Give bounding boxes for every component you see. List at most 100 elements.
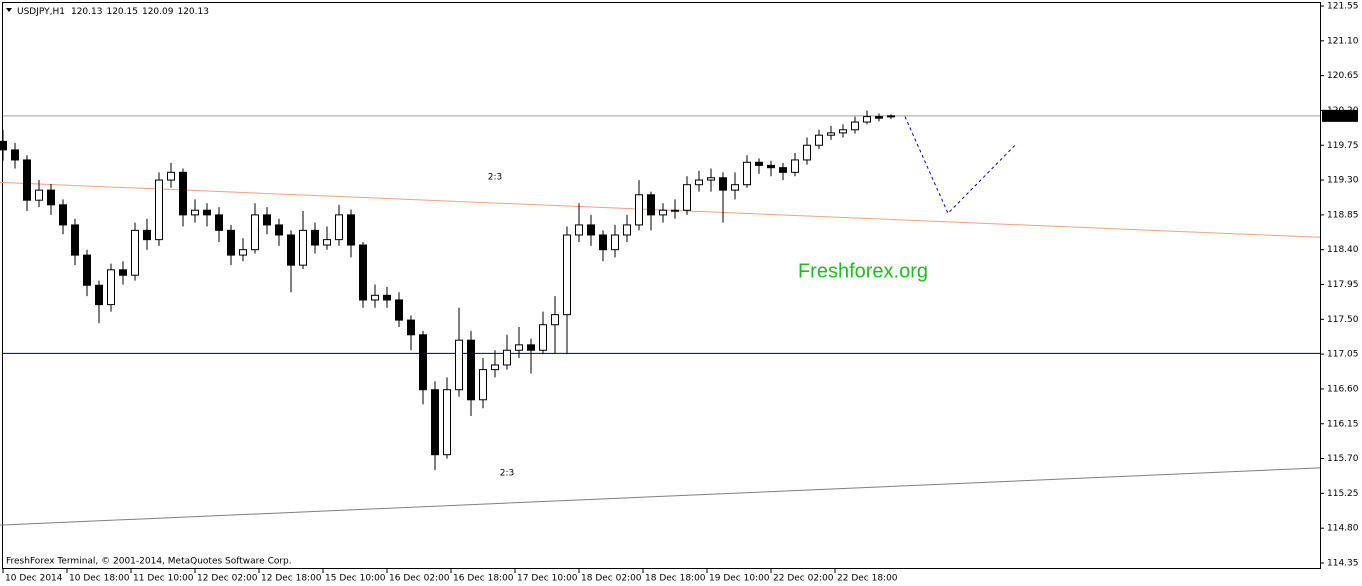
candle-body [671,209,679,212]
candle-body [491,364,499,371]
candle-body [395,299,403,321]
x-tick-label: 10 Dec 2014 [5,574,63,584]
candle-body [155,179,163,241]
y-tick-label: 115.70 [1327,454,1359,464]
candle-body [479,369,487,401]
candle-body [131,229,139,276]
candle-body [875,116,883,119]
plot-frame [2,2,1321,569]
candle-body [551,314,559,326]
candle-body [275,224,283,236]
candle-body [755,161,763,166]
x-tick-label: 18 Dec 18:00 [645,574,706,584]
ohlc-high: 120.15 [106,7,138,17]
candle-body [767,164,775,169]
candle-body [443,389,451,456]
candle-body [11,149,19,161]
candle-body [515,344,523,351]
x-tick-label: 18 Dec 02:00 [581,574,642,584]
candle-body [527,344,535,351]
y-tick-label: 117.05 [1327,350,1359,360]
x-tick-label: 12 Dec 02:00 [197,574,258,584]
y-tick-label: 114.35 [1327,559,1359,569]
candle-body [431,389,439,456]
candle-body [251,214,259,251]
candle-body [791,159,799,173]
x-tick-label: 11 Dec 10:00 [133,574,194,584]
candle-body [71,224,79,256]
y-tick-label: 114.80 [1327,524,1359,534]
candle-body [311,229,319,246]
y-tick-label: 121.10 [1327,36,1359,46]
candle-body [503,349,511,366]
candle-body [83,254,91,286]
menu-arrow[interactable] [6,8,12,12]
candle-body [803,144,811,161]
candle-body [827,132,835,136]
candle-body [815,134,823,146]
candle-body [407,319,415,336]
candle-body [647,194,655,216]
candle-body [467,339,475,401]
y-tick-label: 117.50 [1327,315,1359,325]
y-tick-label: 118.85 [1327,210,1359,220]
x-tick-label: 12 Dec 18:00 [261,574,322,584]
annotation: 2:3 [488,173,502,183]
candle-body [23,159,31,201]
candle-body [659,209,667,216]
candle-body [191,209,199,216]
x-tick-label: 16 Dec 18:00 [453,574,514,584]
candle-body [779,167,787,173]
candle-body [263,214,271,226]
y-tick-label: 117.95 [1327,280,1359,290]
trend-line [904,116,1016,215]
x-tick-label: 22 Dec 02:00 [773,574,834,584]
candle-body [695,179,703,186]
y-tick-label: 116.15 [1327,419,1359,429]
candle-body [575,224,583,236]
y-tick-label: 120.65 [1327,71,1359,81]
candle-body [0,140,7,151]
price-label: 120.13 [1325,111,1357,121]
ohlc-open: 120.13 [71,7,103,17]
x-tick-label: 17 Dec 10:00 [517,574,578,584]
annotation: 2:3 [500,469,514,479]
candle-body [215,214,223,231]
candle-body [59,204,67,226]
symbol: USDJPY,H1 [17,7,65,17]
candle-body [287,234,295,266]
candle-body [839,129,847,134]
candle-body [623,224,631,236]
ohlc-close: 120.13 [177,7,209,17]
candle-body [719,177,727,191]
candle-body [419,334,427,391]
x-tick-label: 15 Dec 10:00 [325,574,386,584]
candle-body [863,116,871,123]
candle-body [539,324,547,351]
chart-header: USDJPY,H1 120.13 120.15 120.09 120.13 [17,7,209,17]
candle-body [611,234,619,251]
footer: FreshForex Terminal, © 2001-2014, MetaQu… [6,557,292,567]
candle-body [887,115,895,118]
price-label-box [1322,109,1358,122]
candle-body [359,244,367,301]
x-tick-label: 19 Dec 10:00 [709,574,770,584]
candle-body [323,239,331,246]
candle-body [635,194,643,226]
candle-body [563,234,571,316]
candle-body [35,189,43,201]
y-tick-label: 115.25 [1327,489,1359,499]
candle-body [227,229,235,256]
candle-body [47,189,55,206]
candle-body [95,284,103,306]
candle-body [371,294,379,301]
candle-body [731,184,739,191]
watermark: Freshforex.org [798,260,928,282]
y-tick-label: 121.55 [1327,2,1359,12]
candle-body [347,214,355,246]
candle-body [707,177,715,181]
candle-body [143,229,151,241]
